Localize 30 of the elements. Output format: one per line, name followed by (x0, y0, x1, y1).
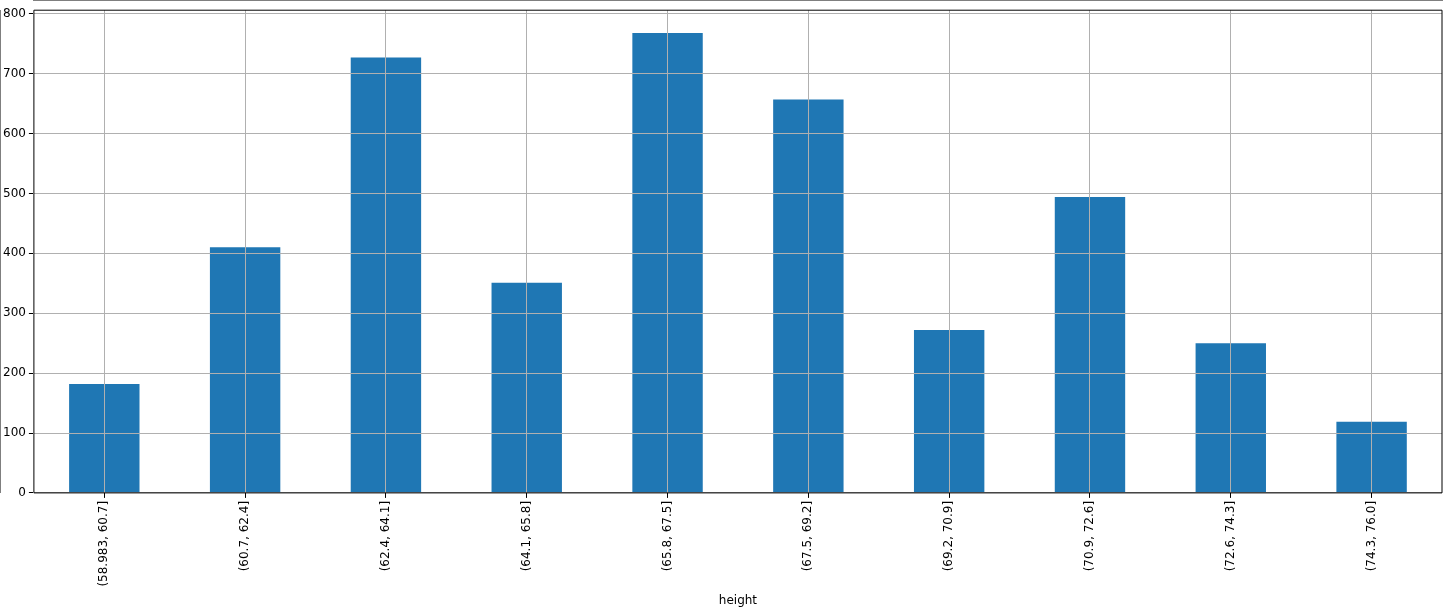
x-tick-label: (62.4, 64.1] (378, 500, 393, 572)
x-tick-label: (64.1, 65.8] (518, 500, 533, 572)
y-tick-label: 800 (3, 5, 26, 20)
bar (209, 247, 281, 493)
y-tick-label: 0 (18, 485, 26, 500)
y-tick-label: 100 (3, 425, 26, 440)
bar (69, 383, 140, 493)
x-tick-label: (60.7, 62.4] (237, 500, 252, 572)
x-tick-label: (69.2, 70.9] (941, 500, 956, 572)
x-tick-label: (74.3, 76.0] (1363, 500, 1378, 572)
x-tick-label: (70.9, 72.6] (1082, 500, 1097, 572)
bar (773, 99, 844, 493)
x-tick-label: (58.983, 60.7] (96, 500, 111, 587)
y-tick-label: 500 (3, 185, 26, 200)
bar (913, 330, 985, 493)
bar (1054, 197, 1126, 493)
x-tick-label: (72.6, 74.3] (1222, 500, 1237, 572)
y-tick-label: 700 (3, 65, 26, 80)
bar (632, 32, 703, 493)
y-tick-label: 600 (3, 125, 26, 140)
x-tick-label: (67.5, 69.2] (800, 500, 815, 572)
x-tick-label: (65.8, 67.5] (659, 500, 674, 572)
y-tick-label: 300 (3, 305, 26, 320)
bar (350, 57, 422, 493)
bar (1195, 343, 1266, 493)
y-tick-label: 200 (3, 365, 26, 380)
bar (491, 282, 562, 493)
y-tick-label: 400 (3, 245, 26, 260)
bar (1336, 421, 1407, 493)
x-axis-title: height (718, 592, 758, 607)
